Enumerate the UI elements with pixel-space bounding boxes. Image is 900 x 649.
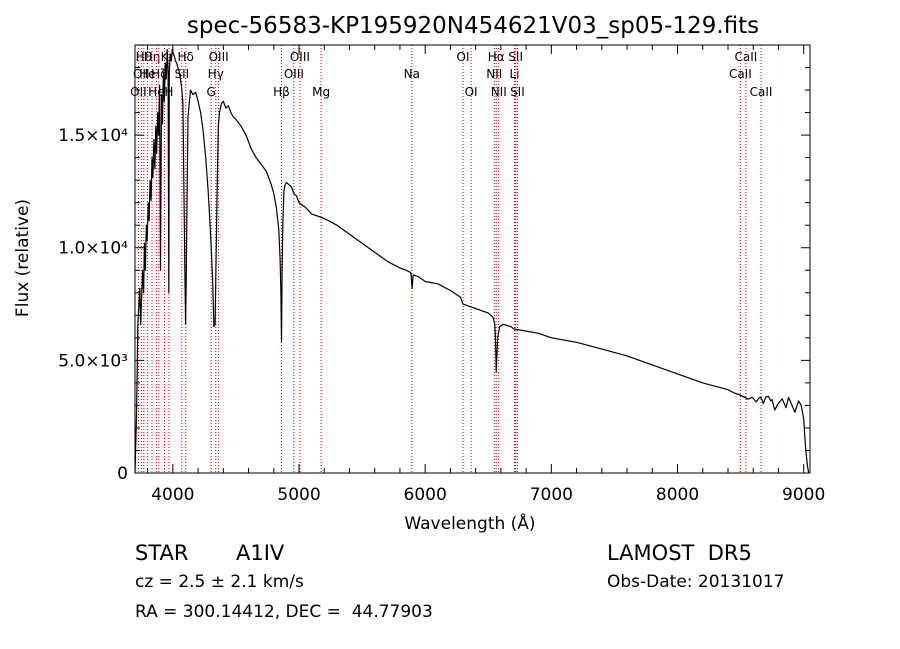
line-marker-label: NII xyxy=(491,85,507,99)
line-marker-label: OI xyxy=(457,50,470,64)
y-axis: 0 5.0×10³ 1.0×10⁴ 1.5×10⁴ xyxy=(58,44,810,484)
x-axis-label: Wavelength (Å) xyxy=(404,512,535,534)
line-marker-label: OII xyxy=(133,67,150,81)
line-marker-label: OI xyxy=(465,85,478,99)
line-marker-label: K xyxy=(161,50,170,64)
line-marker-label: Mg xyxy=(312,85,330,99)
emission-line-markers: OIIOIIHθHeHηHeHζKHSIIHδGHγOIIIHβOIIIOIII… xyxy=(130,45,772,473)
line-marker-label: SII xyxy=(510,85,525,99)
y-axis-label: Flux (relative) xyxy=(13,199,33,317)
object-subclass: A1IV xyxy=(236,541,285,565)
line-marker-label: SII xyxy=(174,67,189,81)
x-tick-label: 7000 xyxy=(530,485,573,505)
line-marker-label: Hθ xyxy=(136,50,152,64)
line-marker-label: CaII xyxy=(735,50,758,64)
chart-title: spec-56583-KP195920N454621V03_sp05-129.f… xyxy=(187,13,759,39)
line-marker-label: CaII xyxy=(750,85,773,99)
line-marker-label: Hη xyxy=(144,50,161,64)
spectrum-series xyxy=(134,48,810,474)
coordinates: RA = 300.14412, DEC = 44.77903 xyxy=(135,602,433,622)
object-class: STAR xyxy=(135,541,189,565)
line-marker-label: He xyxy=(148,85,164,99)
x-tick-label: 6000 xyxy=(404,485,447,505)
line-marker-label: CaII xyxy=(729,67,752,81)
line-marker-label: Hδ xyxy=(178,50,194,64)
x-tick-label: 5000 xyxy=(277,485,320,505)
line-marker-label: OIII xyxy=(209,50,229,64)
observation-date: Obs-Date: 20131017 xyxy=(607,572,785,592)
line-marker-label: He xyxy=(139,67,155,81)
line-marker-label: Na xyxy=(404,67,420,81)
x-axis: 4000 5000 6000 7000 8000 9000 xyxy=(147,45,825,505)
line-marker-label: SII xyxy=(508,50,523,64)
x-tick-label: 9000 xyxy=(782,485,825,505)
x-tick-label: 8000 xyxy=(656,485,699,505)
spectrum-line xyxy=(134,48,810,474)
line-marker-label: Hγ xyxy=(208,67,224,81)
y-tick-label: 0 xyxy=(117,464,128,484)
y-tick-label: 1.5×10⁴ xyxy=(58,126,128,146)
x-tick-label: 4000 xyxy=(151,485,194,505)
y-tick-label: 1.0×10⁴ xyxy=(58,239,128,259)
line-marker-label: Li xyxy=(509,67,519,81)
line-marker-label: OIII xyxy=(290,50,310,64)
line-marker-label: Hα xyxy=(488,50,505,64)
line-marker-label: OII xyxy=(130,85,147,99)
y-tick-label: 5.0×10³ xyxy=(58,351,128,371)
survey-name: LAMOST DR5 xyxy=(607,541,752,565)
line-marker-label: G xyxy=(207,85,216,99)
plot-frame xyxy=(134,44,811,474)
line-marker-label: NII xyxy=(486,67,502,81)
line-marker-label: OIII xyxy=(284,67,304,81)
line-marker-label: Hβ xyxy=(273,85,290,99)
redshift-value: cz = 2.5 ± 2.1 km/s xyxy=(135,572,304,592)
